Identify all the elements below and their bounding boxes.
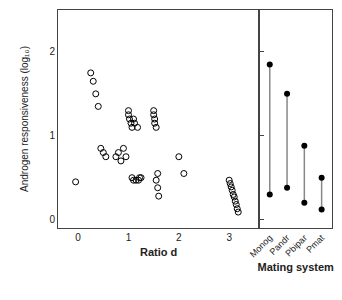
svg-text:2: 2 (49, 46, 55, 57)
svg-text:1: 1 (126, 232, 132, 243)
svg-text:Ratio d: Ratio d (140, 246, 177, 258)
svg-text:Monog: Monog (248, 233, 275, 260)
svg-text:Androgen responsiveness (log₁₀: Androgen responsiveness (log₁₀) (19, 46, 30, 192)
svg-text:Pandr: Pandr (268, 233, 292, 257)
svg-text:2: 2 (176, 232, 182, 243)
svg-text:Pmat: Pmat (304, 232, 326, 254)
svg-text:Pbipar: Pbipar (283, 233, 308, 258)
svg-text:1: 1 (49, 130, 55, 141)
svg-text:0: 0 (75, 232, 81, 243)
svg-text:0: 0 (49, 214, 55, 225)
svg-text:3: 3 (226, 232, 232, 243)
svg-text:Mating system: Mating system (257, 261, 334, 273)
